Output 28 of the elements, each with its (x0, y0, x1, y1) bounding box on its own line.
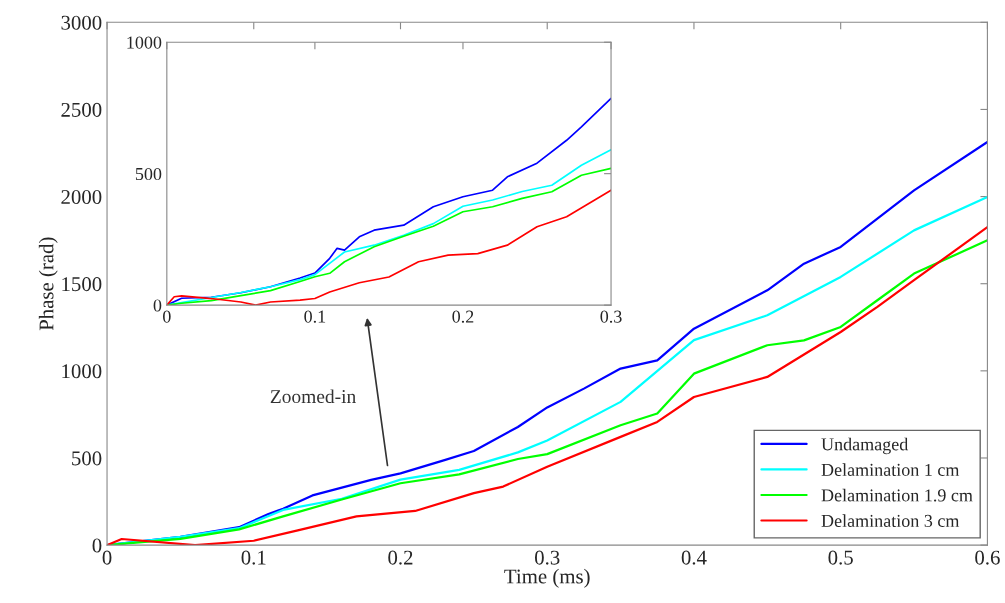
y-tick-label: 0 (92, 538, 102, 553)
legend-label: Delamination 3 cm (821, 514, 960, 527)
y-tick-label: 3000 (61, 15, 102, 30)
x-tick-label: 0.3 (535, 550, 560, 565)
y-tick-label: 1000 (62, 364, 102, 379)
y-tick-label: 0 (153, 299, 162, 312)
x-tick-label: 0.1 (304, 310, 326, 323)
x-tick-label: 0.6 (975, 550, 1000, 565)
y-tick-label: 1000 (127, 36, 162, 49)
legend-label: Undamaged (821, 437, 909, 455)
x-tick-label: 0.2 (388, 550, 413, 565)
y-tick-label: 500 (72, 451, 102, 466)
x-tick-label: 0.5 (828, 550, 853, 565)
x-tick-label: 0 (163, 310, 171, 323)
x-axis-title: Time (ms) (504, 568, 590, 588)
legend-label: Delamination 1 cm (821, 463, 960, 476)
legend-label: Delamination 1.9 cm (821, 488, 973, 502)
x-tick-label: 0.2 (452, 310, 474, 323)
x-tick-label: 0.3 (600, 310, 622, 323)
y-tick-label: 1500 (62, 277, 102, 292)
x-tick-label: 0.1 (241, 550, 266, 565)
y-tick-label: 2000 (61, 189, 102, 205)
y-axis-title: Phase (rad) (38, 237, 58, 331)
x-tick-label: 0.4 (681, 550, 707, 565)
x-tick-label: 0 (102, 550, 112, 565)
annotation: Zoomed-in (270, 389, 356, 404)
y-tick-label: 2500 (61, 102, 102, 117)
y-tick-label: 500 (135, 167, 162, 181)
